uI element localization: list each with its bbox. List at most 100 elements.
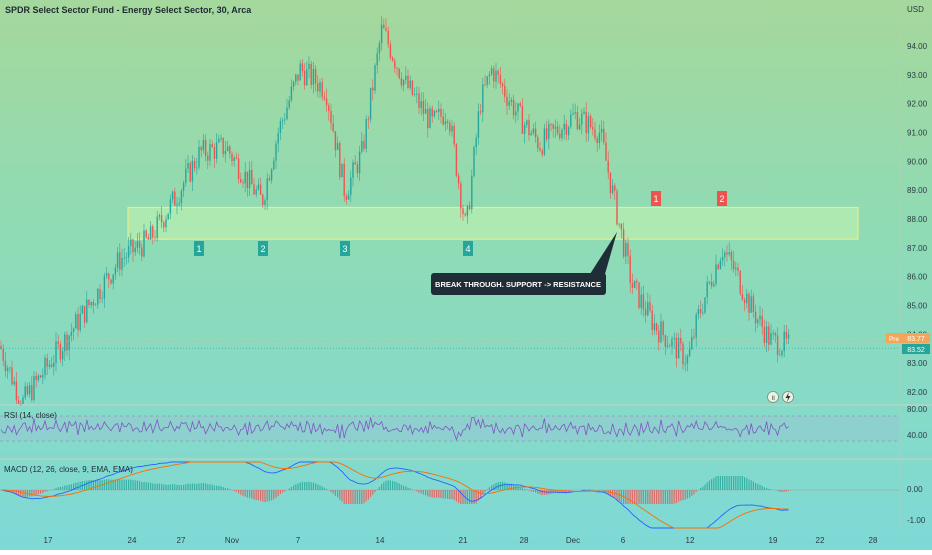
candle-body <box>467 206 468 216</box>
candle-body <box>31 385 32 400</box>
macd-histogram-bar <box>267 490 268 502</box>
candle-body <box>403 80 404 86</box>
candle-body <box>568 127 569 135</box>
candle-body <box>383 25 384 28</box>
candle-body <box>286 108 287 120</box>
candle-body <box>482 84 483 112</box>
candle-body <box>71 332 72 336</box>
candle-body <box>258 185 259 190</box>
macd-histogram-bar <box>53 489 54 490</box>
candle-body <box>377 53 378 65</box>
candle-body <box>740 271 741 294</box>
macd-histogram-bar <box>619 490 620 501</box>
candle-body <box>119 252 120 269</box>
candle-body <box>643 294 644 309</box>
candle-body <box>121 258 122 269</box>
candle-body <box>260 185 261 195</box>
macd-histogram-bar <box>168 485 169 490</box>
candle-body <box>251 170 252 184</box>
macd-histogram-bar <box>735 476 736 490</box>
macd-histogram-bar <box>781 490 782 492</box>
candle-body <box>278 133 279 143</box>
candle-body <box>762 316 763 327</box>
candle-body <box>304 71 305 85</box>
candle-body <box>368 119 369 120</box>
candle-body <box>777 335 778 355</box>
candle-body <box>40 375 41 377</box>
candle-body <box>407 76 408 88</box>
macd-histogram-bar <box>291 487 292 490</box>
pause-icon[interactable]: ॥ <box>768 392 779 403</box>
candle-body <box>528 120 529 135</box>
macd-histogram-bar <box>117 479 118 490</box>
macd-histogram-bar <box>190 484 191 490</box>
macd-histogram-bar <box>319 485 320 490</box>
candle-body <box>346 196 347 200</box>
macd-histogram-bar <box>174 484 175 490</box>
candle-body <box>374 65 375 90</box>
candle-body <box>60 344 61 360</box>
y-tick-label: 94.00 <box>907 42 928 51</box>
macd-histogram-bar <box>517 486 518 490</box>
candle-body <box>515 112 516 116</box>
macd-histogram-bar <box>280 490 281 494</box>
candle-body <box>458 176 459 184</box>
macd-histogram-bar <box>368 490 369 500</box>
candle-body <box>333 123 334 131</box>
macd-histogram-bar <box>130 480 131 490</box>
macd-histogram-bar <box>278 490 279 496</box>
macd-histogram-bar <box>432 490 433 497</box>
candle-body <box>770 333 771 344</box>
pause-icon-glyph: ॥ <box>771 395 775 402</box>
macd-histogram-bar <box>225 488 226 490</box>
candle-body <box>559 133 560 138</box>
prev-price-text: 83.52 <box>907 347 925 354</box>
candle-body <box>649 302 650 310</box>
macd-histogram-bar <box>242 490 243 496</box>
macd-histogram-bar <box>531 490 532 491</box>
candle-body <box>291 87 292 101</box>
macd-histogram-bar <box>762 486 763 490</box>
macd-histogram-bar <box>403 486 404 490</box>
candle-body <box>586 112 587 134</box>
macd-histogram-bar <box>394 482 395 490</box>
x-tick-label: 19 <box>769 536 778 545</box>
price-axis[interactable]: 94.0093.0092.0091.0090.0089.0088.0087.00… <box>907 42 928 397</box>
x-tick-label: 28 <box>520 536 529 545</box>
macd-histogram-bar <box>759 485 760 490</box>
lightning-icon[interactable] <box>783 392 794 403</box>
candle-body <box>218 139 219 142</box>
candle-body <box>240 179 241 182</box>
macd-histogram-bar <box>311 482 312 490</box>
candle-body <box>489 74 490 76</box>
macd-histogram-bar <box>119 479 120 490</box>
candle-body <box>168 214 169 220</box>
macd-histogram-bar <box>302 482 303 490</box>
macd-histogram-bar <box>489 487 490 490</box>
macd-pane: 0.00-1.00 <box>0 462 926 528</box>
candle-body <box>293 82 294 87</box>
macd-histogram-bar <box>216 486 217 490</box>
macd-histogram-bar <box>187 484 188 490</box>
macd-histogram-bar <box>104 480 105 490</box>
candle-body <box>348 195 349 200</box>
candle-body <box>330 111 331 123</box>
candle-body <box>44 358 45 375</box>
macd-histogram-bar <box>390 480 391 490</box>
macd-histogram-bar <box>436 490 437 498</box>
macd-histogram-bar <box>198 483 199 490</box>
candle-body <box>506 97 507 106</box>
macd-histogram-bar <box>469 490 470 504</box>
candle-body <box>194 161 195 169</box>
candle-body <box>469 206 470 210</box>
macd-histogram-bar <box>425 490 426 495</box>
candle-body <box>273 161 274 170</box>
macd-histogram-bar <box>687 490 688 499</box>
candle-body <box>7 368 8 371</box>
macd-histogram-bar <box>438 490 439 498</box>
support-resistance-zone[interactable] <box>128 207 858 239</box>
candle-body <box>341 164 342 177</box>
